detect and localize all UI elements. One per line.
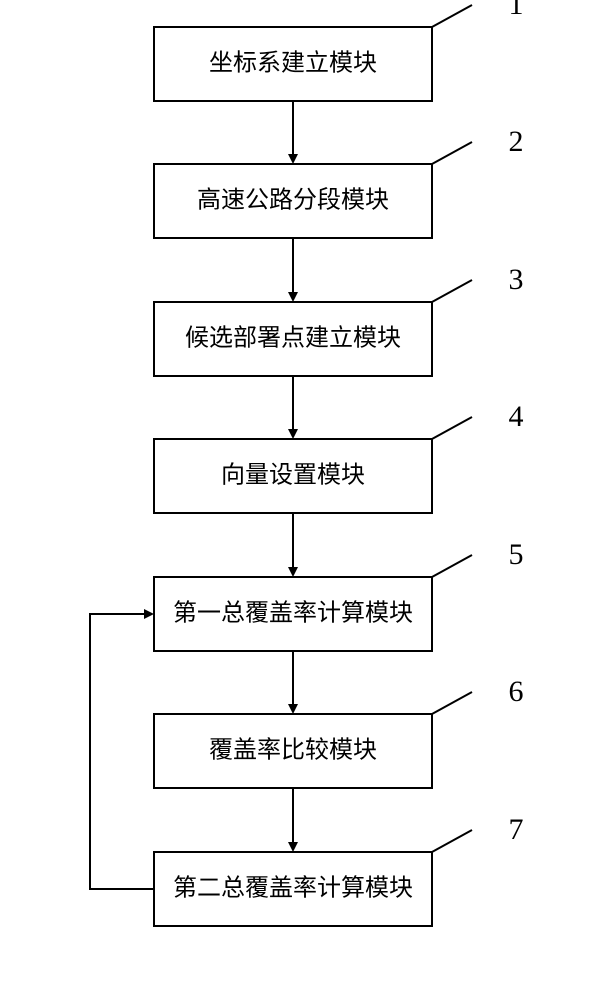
flow-node-n4: 向量设置模块 [154,439,432,513]
node-number: 4 [509,400,524,433]
leader-line [432,830,472,852]
node-label: 候选部署点建立模块 [185,325,401,352]
node-label: 第二总覆盖率计算模块 [173,875,413,902]
node-number: 2 [509,125,524,158]
node-number: 5 [509,538,524,571]
leader-line [432,692,472,714]
flow-node-n2: 高速公路分段模块 [154,164,432,238]
flow-node-n5: 第一总覆盖率计算模块 [154,577,432,651]
feedback-arrow [90,614,154,889]
flow-node-n3: 候选部署点建立模块 [154,302,432,376]
leader-line [432,280,472,302]
flow-node-n6: 覆盖率比较模块 [154,714,432,788]
node-label: 坐标系建立模块 [209,50,377,77]
leader-line [432,555,472,577]
node-number: 3 [509,263,524,296]
leader-line [432,142,472,164]
leader-line [432,417,472,439]
node-number: 6 [509,675,524,708]
flow-node-n7: 第二总覆盖率计算模块 [154,852,432,926]
leader-line [432,5,472,27]
node-label: 向量设置模块 [221,462,365,489]
flow-node-n1: 坐标系建立模块 [154,27,432,101]
node-number: 1 [509,0,524,21]
node-number: 7 [509,813,524,846]
node-label: 高速公路分段模块 [197,187,389,214]
node-label: 第一总覆盖率计算模块 [173,600,413,627]
node-label: 覆盖率比较模块 [209,737,377,764]
flowchart-canvas: 坐标系建立模块高速公路分段模块候选部署点建立模块向量设置模块第一总覆盖率计算模块… [0,0,593,1000]
